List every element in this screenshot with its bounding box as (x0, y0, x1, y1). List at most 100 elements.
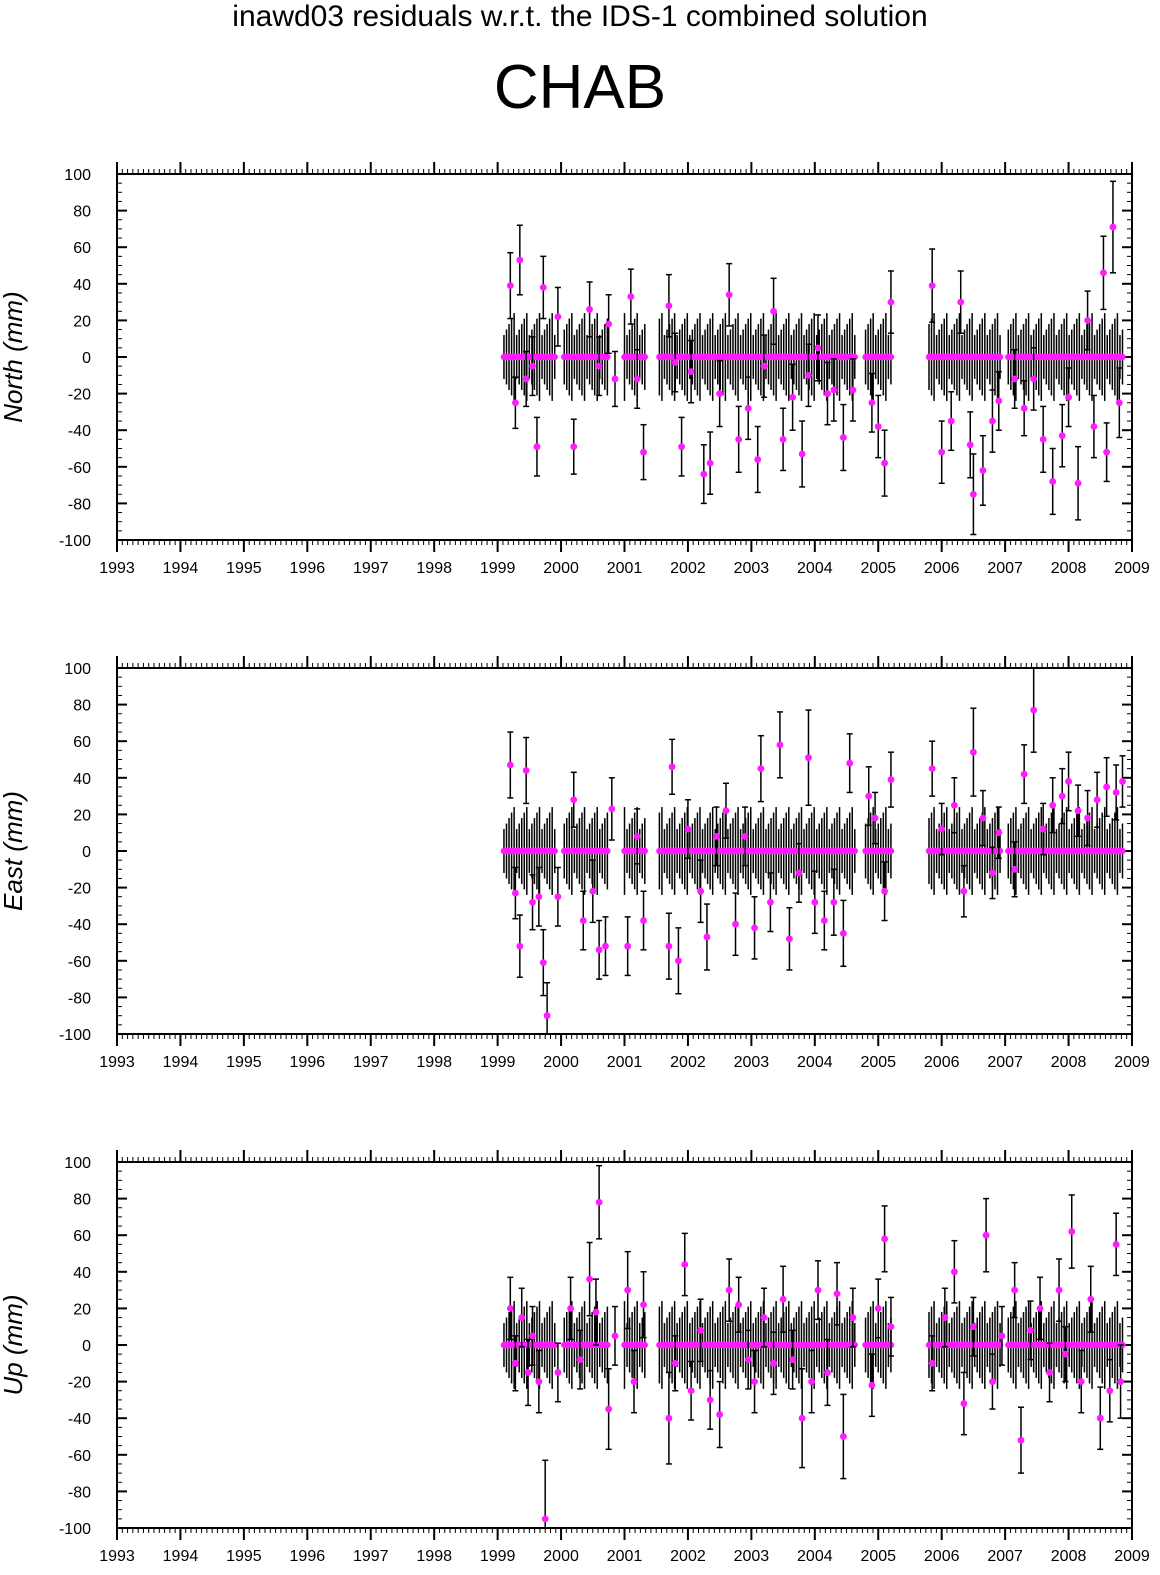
data-point (671, 1359, 679, 1367)
x-tick-label: 2000 (543, 560, 579, 577)
y-tick-label: 60 (73, 240, 91, 257)
plot-area (500, 180, 1126, 536)
data-point (798, 1414, 806, 1422)
data-point (665, 302, 673, 310)
data-point (789, 393, 797, 401)
data-point (1061, 1350, 1069, 1358)
data-point (770, 1359, 777, 1367)
data-point (830, 386, 838, 394)
data-point (871, 814, 879, 822)
data-point (950, 1268, 958, 1276)
data-point (1046, 1369, 1053, 1376)
data-point (605, 320, 613, 328)
x-tick-label: 1997 (353, 560, 389, 577)
data-point (554, 893, 562, 901)
data-point (535, 1378, 543, 1385)
x-tick-label: 1998 (416, 560, 452, 577)
data-point (633, 375, 641, 383)
data-point (522, 375, 530, 383)
y-tick-label: -60 (68, 954, 91, 971)
x-tick-label: 2003 (734, 1548, 770, 1565)
data-point (786, 935, 793, 943)
data-point (735, 1301, 743, 1309)
x-tick-label: 1997 (353, 1054, 389, 1071)
data-point (713, 832, 720, 840)
data-point (506, 761, 514, 769)
data-point (805, 754, 812, 762)
y-tick-label: -60 (68, 1448, 91, 1465)
data-point (795, 869, 803, 877)
data-point (511, 889, 519, 897)
x-tick-label: 1993 (99, 1548, 135, 1565)
data-point (539, 959, 547, 967)
data-point (524, 1369, 532, 1376)
data-point (839, 1433, 847, 1440)
x-tick-label: 2009 (1114, 1054, 1150, 1071)
data-point (887, 776, 895, 784)
data-point (1011, 375, 1019, 383)
data-point (928, 282, 936, 290)
data-point (947, 417, 955, 425)
x-tick-label: 1995 (226, 1054, 262, 1071)
data-point (516, 256, 524, 264)
baseline-point (996, 353, 1004, 361)
data-point (687, 368, 695, 376)
data-point (706, 1396, 714, 1404)
data-point (1112, 1240, 1120, 1248)
data-point (539, 284, 547, 291)
data-point (611, 375, 619, 383)
data-point (535, 893, 543, 901)
data-point (624, 1286, 632, 1294)
y-tick-label: -100 (59, 533, 91, 550)
data-point (1049, 478, 1057, 485)
data-point (846, 759, 854, 767)
data-point (529, 898, 536, 906)
data-point (570, 796, 578, 804)
y-tick-label: 0 (82, 350, 91, 367)
data-point (887, 298, 895, 306)
data-point (957, 298, 965, 306)
baseline-point (641, 353, 648, 361)
data-point (511, 1359, 519, 1367)
y-tick-label: 60 (73, 1228, 91, 1245)
data-point (760, 1314, 768, 1321)
data-point (687, 1387, 695, 1395)
data-point (928, 765, 936, 773)
y-tick-label: 40 (73, 771, 91, 788)
y-tick-label: -40 (68, 423, 91, 440)
data-point (820, 917, 828, 924)
data-point (608, 805, 616, 813)
data-point (1027, 1326, 1034, 1334)
data-point (1030, 706, 1038, 714)
y-tick-label: 40 (73, 277, 91, 294)
y-tick-label: 0 (82, 844, 91, 861)
data-point (824, 390, 831, 397)
baseline-point (604, 353, 611, 361)
x-tick-label: 1993 (99, 1054, 135, 1071)
data-point (868, 1381, 876, 1389)
data-point (605, 1405, 613, 1413)
data-point (516, 942, 524, 950)
data-point (589, 887, 597, 895)
data-point (735, 435, 743, 443)
y-tick-label: 80 (73, 1192, 91, 1209)
data-point (938, 448, 946, 456)
x-tick-label: 1998 (416, 1548, 452, 1565)
y-tick-label: 80 (73, 698, 91, 715)
data-point (767, 898, 774, 906)
x-tick-label: 2004 (797, 1548, 833, 1565)
x-tick-label: 1998 (416, 1054, 452, 1071)
data-point (814, 1286, 822, 1294)
data-point (627, 293, 635, 301)
data-point (776, 741, 784, 749)
x-tick-label: 2006 (924, 1548, 960, 1565)
data-point (1039, 825, 1047, 833)
data-point (602, 942, 609, 950)
data-point (1084, 317, 1091, 324)
data-point (579, 917, 587, 924)
data-point (805, 371, 812, 379)
data-point (979, 467, 987, 474)
data-point (960, 1400, 968, 1407)
data-point (741, 832, 749, 840)
